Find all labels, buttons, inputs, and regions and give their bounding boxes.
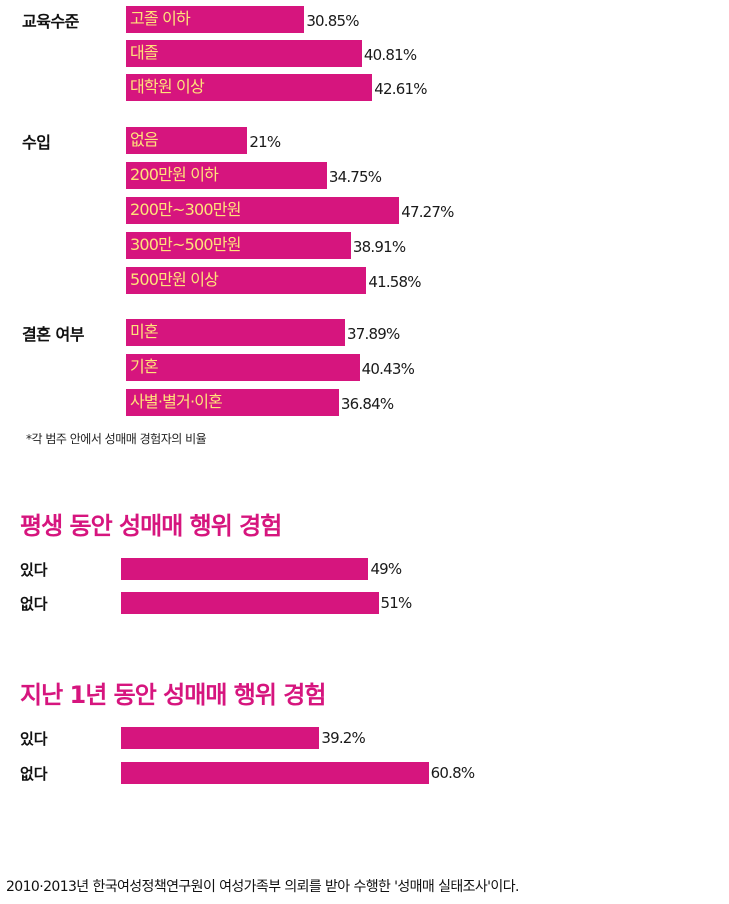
bar-category-label: 500만원 이상 — [130, 270, 219, 289]
data-label: 37.89% — [347, 325, 400, 343]
row-label: 없다 — [20, 595, 48, 613]
bar-category-label: 고졸 이하 — [130, 9, 191, 28]
bar: 대학원 이상 — [126, 74, 373, 101]
bar-category-label: 200만~300만원 — [130, 200, 241, 219]
bar: 사별·별거·이혼 — [126, 389, 339, 416]
bar — [121, 558, 369, 580]
data-label: 30.85% — [306, 12, 359, 30]
bar: 300만~500만원 — [126, 232, 351, 259]
data-label: 36.84% — [340, 395, 394, 413]
data-label: 21% — [249, 133, 281, 151]
data-label: 60.8% — [430, 764, 475, 782]
data-label: 38.91% — [352, 238, 406, 256]
source-caption: 2010·2013년 한국여성정책연구원이 여성가족부 의뢰를 받아 수행한 '… — [6, 879, 519, 895]
bar-category-label: 200만원 이하 — [130, 165, 219, 184]
data-label: 41.58% — [368, 273, 421, 291]
bar: 미혼 — [126, 319, 345, 346]
last-year-chart-title: 지난 1년 동안 성매매 행위 경험 — [20, 681, 326, 709]
bar-category-label: 사별·별거·이혼 — [130, 392, 223, 411]
bar — [121, 762, 429, 784]
bar: 200만~300만원 — [126, 197, 400, 224]
bar: 기혼 — [126, 354, 360, 381]
data-label: 40.43% — [361, 360, 415, 378]
footnote: *각 범주 안에서 성매매 경험자의 비율 — [26, 432, 207, 446]
bar: 200만원 이하 — [126, 162, 327, 189]
bar: 500만원 이상 — [126, 267, 367, 294]
bar-category-label: 없음 — [130, 130, 159, 149]
data-label: 51% — [380, 594, 413, 612]
data-label: 40.81% — [363, 46, 417, 64]
bar-category-label: 기혼 — [130, 357, 159, 376]
bar-category-label: 300만~500만원 — [130, 235, 241, 254]
bar: 없음 — [126, 127, 248, 154]
bar-category-label: 미혼 — [130, 322, 159, 341]
bar: 대졸 — [126, 40, 362, 67]
bar — [121, 727, 320, 749]
bar-category-label: 대학원 이상 — [130, 77, 205, 96]
data-label: 42.61% — [374, 80, 427, 98]
group-label: 교육수준 — [22, 12, 79, 31]
lifetime-chart-title: 평생 동안 성매매 행위 경험 — [20, 512, 282, 540]
bar-category-label: 대졸 — [130, 43, 159, 62]
group-label: 수입 — [22, 133, 51, 152]
row-label: 없다 — [20, 765, 48, 783]
data-label: 39.2% — [321, 729, 365, 747]
row-label: 있다 — [20, 561, 48, 579]
row-label: 있다 — [20, 730, 48, 748]
bar — [121, 592, 379, 614]
bar: 고졸 이하 — [126, 6, 305, 33]
data-label: 49% — [370, 560, 402, 578]
data-label: 34.75% — [328, 168, 382, 186]
data-label: 47.27% — [401, 203, 454, 221]
group-label: 결혼 여부 — [22, 325, 84, 344]
